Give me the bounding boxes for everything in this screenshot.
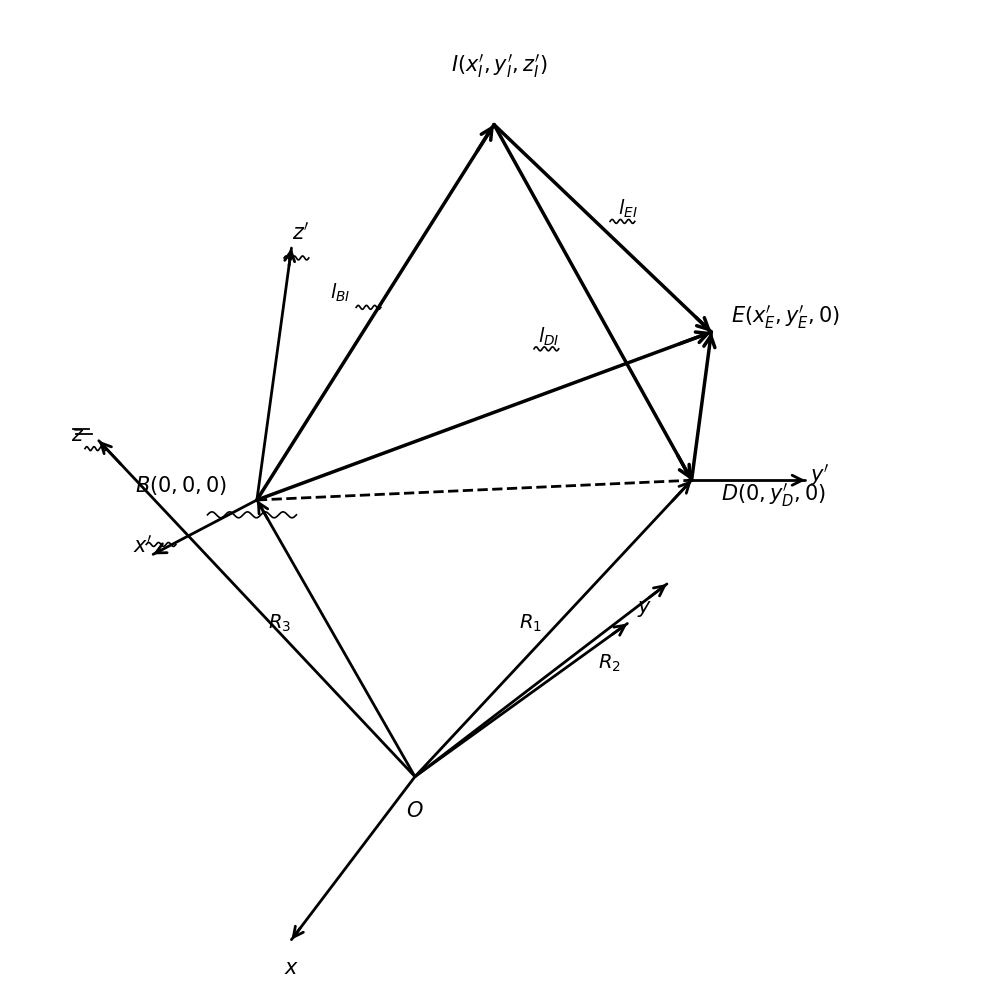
Text: $R_{2}$: $R_{2}$: [598, 652, 620, 674]
Text: $B(0, 0, 0)$: $B(0, 0, 0)$: [135, 474, 227, 497]
Text: $O$: $O$: [406, 801, 424, 821]
Text: $z$: $z$: [70, 426, 84, 445]
Text: $R_{3}$: $R_{3}$: [269, 613, 291, 634]
Text: $R_{1}$: $R_{1}$: [519, 613, 541, 634]
Text: $l_{DI}$: $l_{DI}$: [538, 326, 560, 348]
Text: $l_{EI}$: $l_{EI}$: [618, 197, 637, 220]
Text: $l_{BI}$: $l_{BI}$: [330, 281, 351, 304]
Text: $y^{\prime}$: $y^{\prime}$: [810, 462, 830, 488]
Text: $x$: $x$: [284, 959, 299, 978]
Text: $I(x_{I}^{\prime}, y_{I}^{\prime}, z_{I}^{\prime})$: $I(x_{I}^{\prime}, y_{I}^{\prime}, z_{I}…: [451, 52, 547, 80]
Text: $D(0, y_{D}^{\prime}, 0)$: $D(0, y_{D}^{\prime}, 0)$: [721, 481, 826, 509]
Text: $y$: $y$: [637, 599, 652, 619]
Text: $E(x_{E}^{\prime}, y_{E}^{\prime}, 0)$: $E(x_{E}^{\prime}, y_{E}^{\prime}, 0)$: [731, 303, 840, 331]
Text: $x^{\prime}$: $x^{\prime}$: [133, 535, 153, 557]
Text: $z^{\prime}$: $z^{\prime}$: [292, 221, 310, 243]
